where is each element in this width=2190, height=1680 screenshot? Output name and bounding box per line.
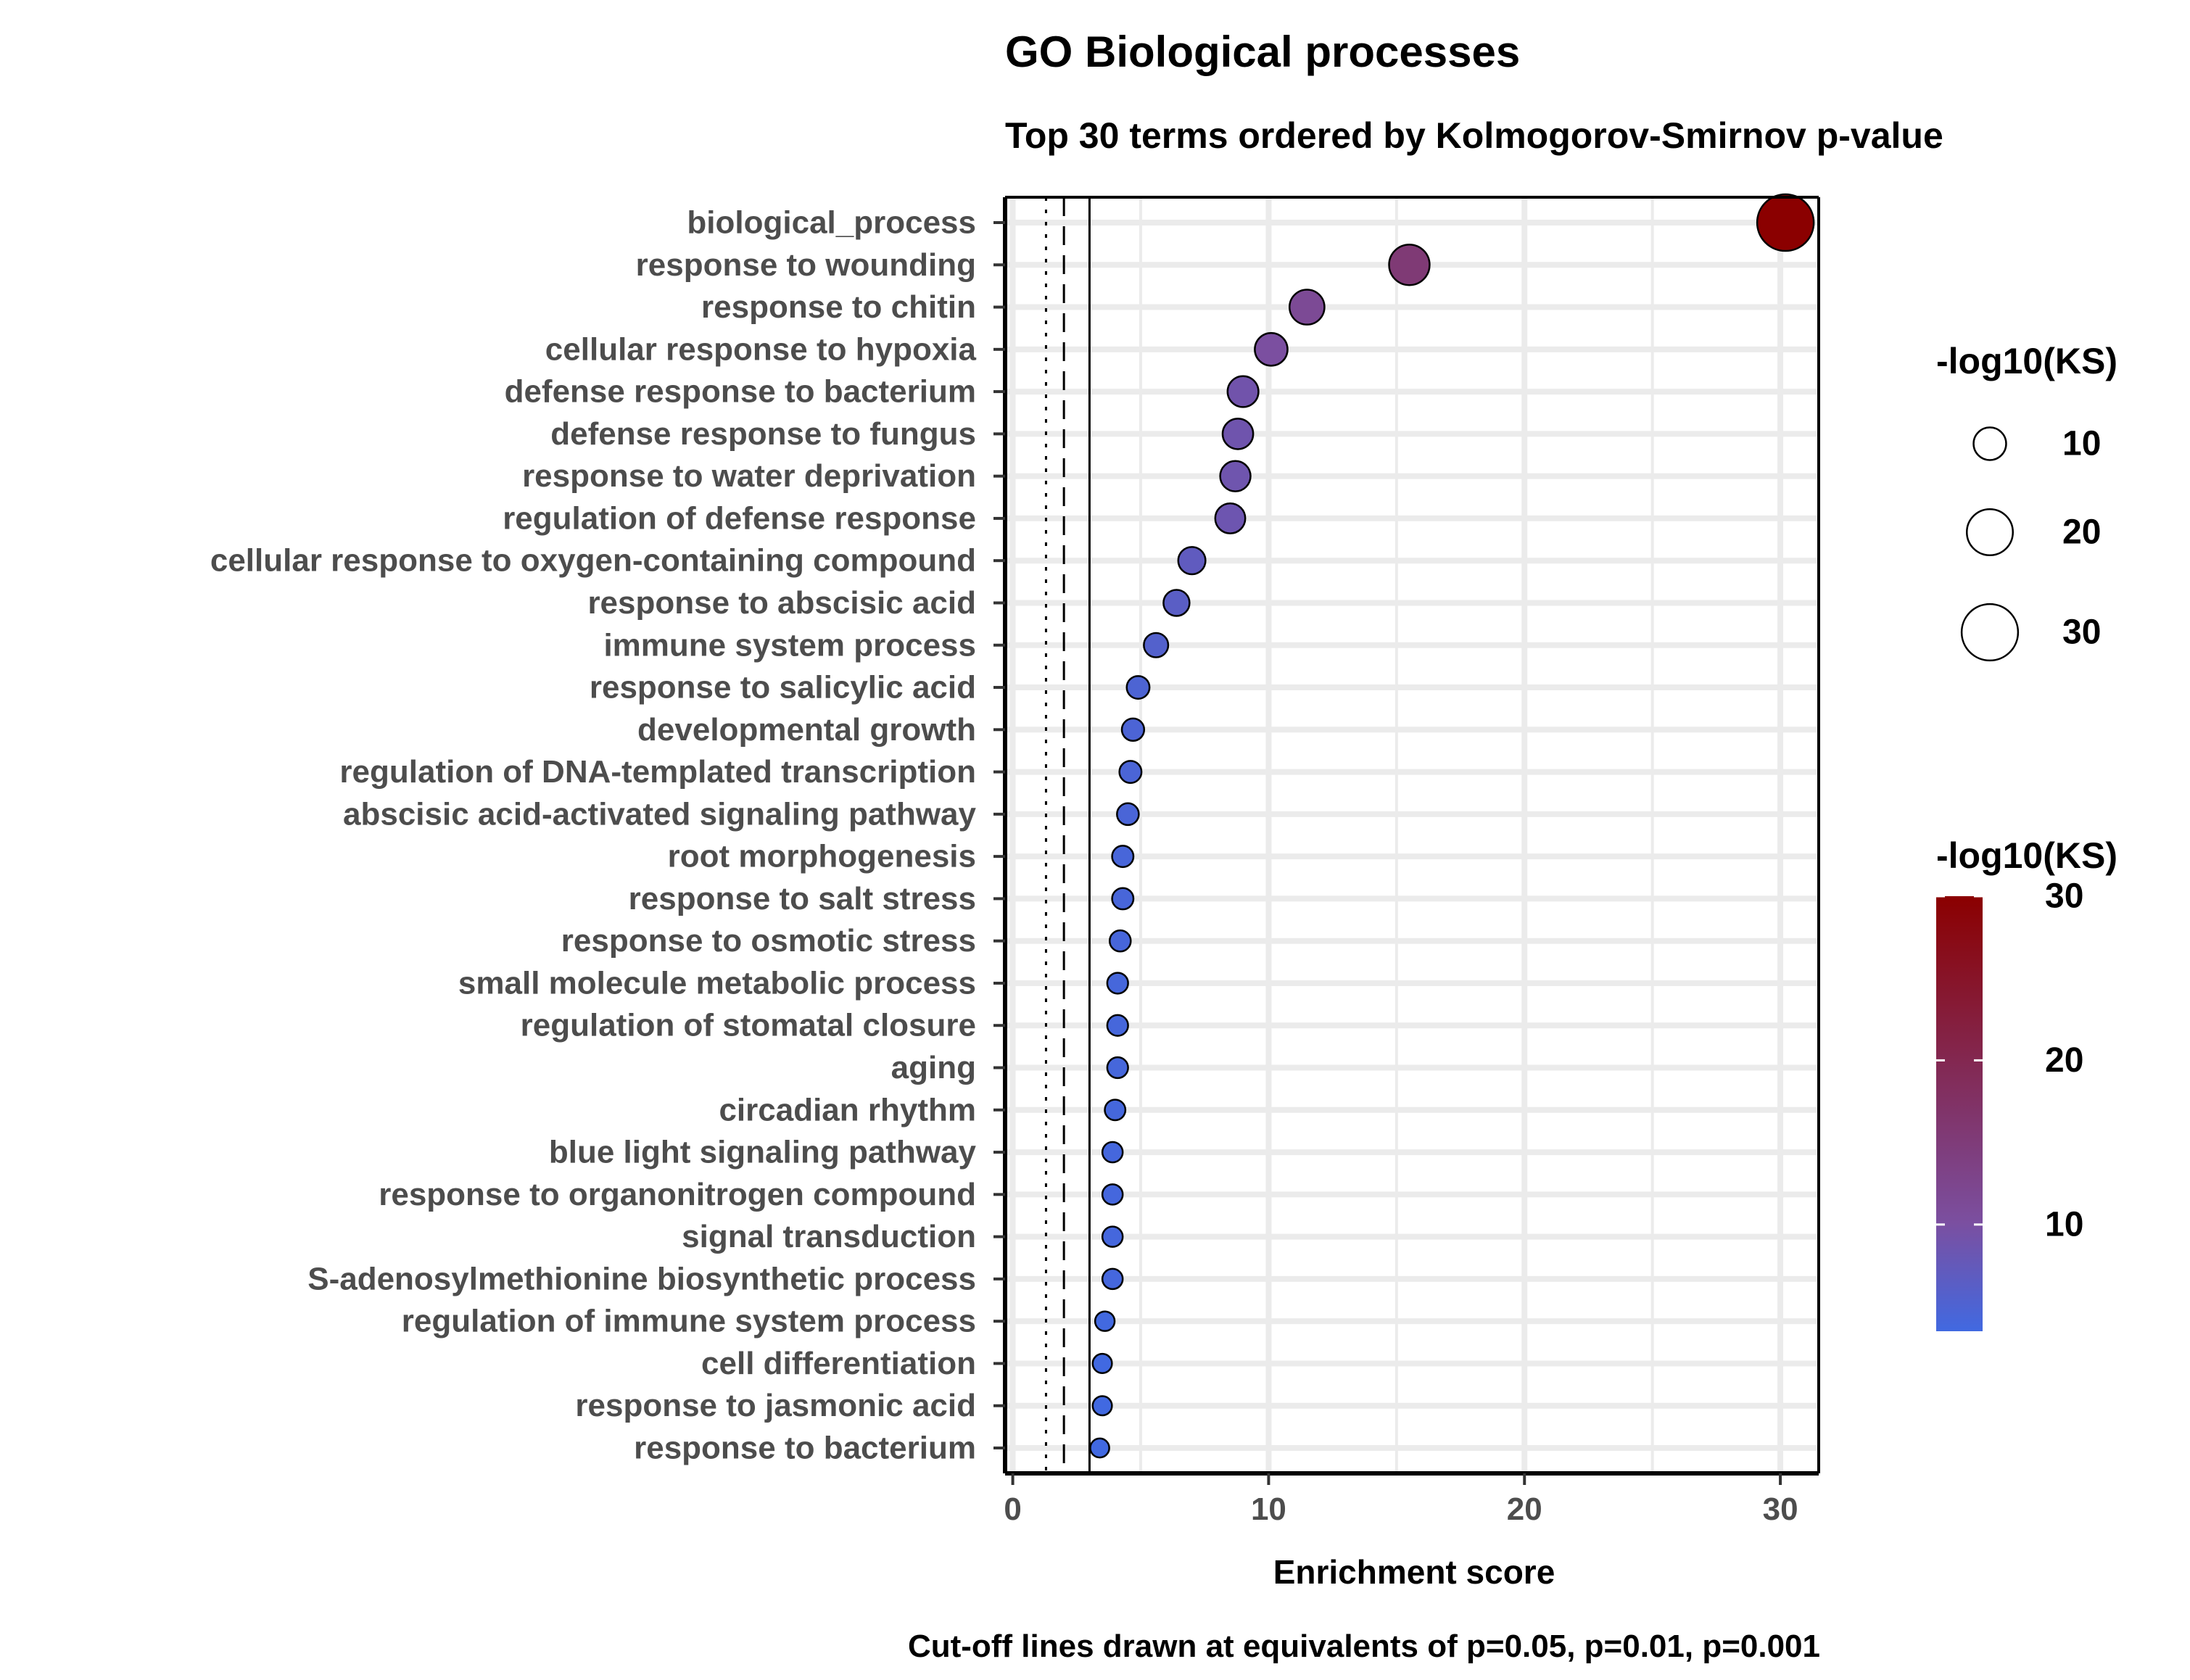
chart-caption: Cut-off lines drawn at equivalents of p=…	[908, 1629, 1820, 1664]
y-tick-label: developmental growth	[637, 712, 976, 748]
y-tick-label: blue light signaling pathway	[549, 1135, 977, 1170]
grid-layer	[1005, 197, 1819, 1473]
data-point	[1177, 546, 1207, 576]
data-point	[1106, 1014, 1129, 1037]
data-point	[1120, 717, 1146, 742]
x-tick-label: 0	[1004, 1491, 1021, 1527]
cutoff-lines	[1044, 197, 1091, 1473]
y-tick-label: defense response to fungus	[550, 416, 976, 452]
y-tick-label: regulation of stomatal closure	[521, 1008, 976, 1043]
data-point	[1106, 972, 1129, 995]
data-point	[1162, 589, 1191, 617]
data-point	[1101, 1267, 1124, 1291]
y-tick-label: aging	[891, 1050, 976, 1085]
y-tick-label: circadian rhythm	[719, 1092, 976, 1127]
y-tick-label: S-adenosylmethionine biosynthetic proces…	[307, 1261, 976, 1296]
points-layer	[1089, 193, 1815, 1459]
data-point	[1111, 887, 1135, 911]
y-tick-label: response to chitin	[701, 289, 976, 325]
data-point	[1226, 375, 1260, 408]
y-tick-label: cellular response to hypoxia	[545, 331, 977, 367]
data-point	[1214, 502, 1247, 534]
y-tick-label: response to water deprivation	[522, 458, 976, 494]
data-point	[1089, 1437, 1110, 1459]
data-point	[1289, 289, 1326, 326]
y-tick-label: biological_process	[687, 205, 976, 241]
y-tick-labels: biological_process response to wounding re…	[210, 205, 1005, 1466]
data-point	[1104, 1098, 1127, 1122]
y-tick-label: regulation of immune system process	[402, 1304, 976, 1339]
data-point	[1254, 332, 1289, 367]
y-tick-label: immune system process	[603, 627, 976, 663]
x-tick-labels: 0 10 20 30	[1004, 1473, 1798, 1527]
size-legend: -log10(KS) 10 20 30	[1936, 341, 2117, 662]
size-legend-circle	[1965, 508, 2015, 557]
x-tick-label: 30	[1763, 1491, 1798, 1527]
data-point	[1219, 460, 1252, 492]
data-point	[1221, 418, 1255, 450]
y-tick-label: response to salicylic acid	[590, 670, 976, 705]
color-legend-title: -log10(KS)	[1936, 835, 2117, 876]
colorbar-tick-label: 10	[2045, 1205, 2083, 1244]
y-tick-label: response to osmotic stress	[561, 923, 976, 959]
y-tick-label: root morphogenesis	[668, 839, 976, 874]
y-tick-label: response to bacterium	[634, 1431, 976, 1466]
data-point	[1111, 845, 1135, 869]
data-point	[1101, 1225, 1124, 1248]
size-legend-label: 20	[2062, 513, 2101, 552]
x-tick-label: 20	[1507, 1491, 1542, 1527]
y-tick-label: small molecule metabolic process	[458, 965, 976, 1001]
y-tick-label: abscisic acid-activated signaling pathwa…	[343, 796, 977, 832]
size-legend-circle	[1972, 426, 2007, 461]
size-legend-label: 10	[2062, 425, 2101, 463]
y-tick-label: response to abscisic acid	[587, 585, 976, 621]
data-point	[1101, 1183, 1124, 1206]
data-point	[1108, 929, 1132, 953]
data-point	[1091, 1352, 1113, 1374]
size-legend-circle	[1960, 603, 2020, 662]
y-tick-label: cell differentiation	[701, 1346, 976, 1381]
size-legend-title: -log10(KS)	[1936, 341, 2117, 381]
data-point	[1106, 1056, 1129, 1080]
data-point	[1125, 675, 1151, 700]
data-point	[1756, 193, 1815, 252]
data-point	[1116, 802, 1140, 827]
data-point	[1091, 1395, 1113, 1417]
size-legend-items: 10 20 30	[1960, 425, 2101, 662]
y-tick-label: response to wounding	[636, 247, 976, 283]
data-point	[1143, 632, 1170, 658]
y-tick-label: response to organonitrogen compound	[379, 1177, 976, 1212]
data-point	[1118, 760, 1143, 785]
y-tick-label: response to jasmonic acid	[575, 1388, 976, 1423]
data-point	[1101, 1141, 1124, 1164]
chart-subtitle: Top 30 terms ordered by Kolmogorov-Smirn…	[1005, 115, 1943, 156]
y-tick-label: signal transduction	[682, 1219, 976, 1254]
data-point	[1388, 244, 1431, 286]
plot-background	[1005, 197, 1819, 1473]
colorbar-tick-label: 20	[2045, 1041, 2083, 1080]
colorbar-tick-label: 30	[2045, 877, 2083, 916]
data-point	[1094, 1310, 1116, 1332]
colorbar-ticks: 10 20 30	[1936, 877, 2083, 1244]
x-tick-label: 10	[1251, 1491, 1286, 1527]
colorbar	[1936, 896, 1983, 1331]
y-tick-label: cellular response to oxygen-containing c…	[210, 543, 976, 579]
y-tick-label: regulation of defense response	[503, 500, 976, 536]
y-tick-label: defense response to bacterium	[505, 374, 976, 410]
y-tick-label: regulation of DNA-templated transcriptio…	[339, 754, 976, 790]
color-legend: -log10(KS) 10 20 30	[1936, 835, 2117, 1331]
chart-title: GO Biological processes	[1005, 28, 1520, 76]
size-legend-label: 30	[2062, 613, 2101, 652]
x-axis-label: Enrichment score	[1273, 1553, 1555, 1591]
y-tick-label: response to salt stress	[629, 881, 976, 916]
